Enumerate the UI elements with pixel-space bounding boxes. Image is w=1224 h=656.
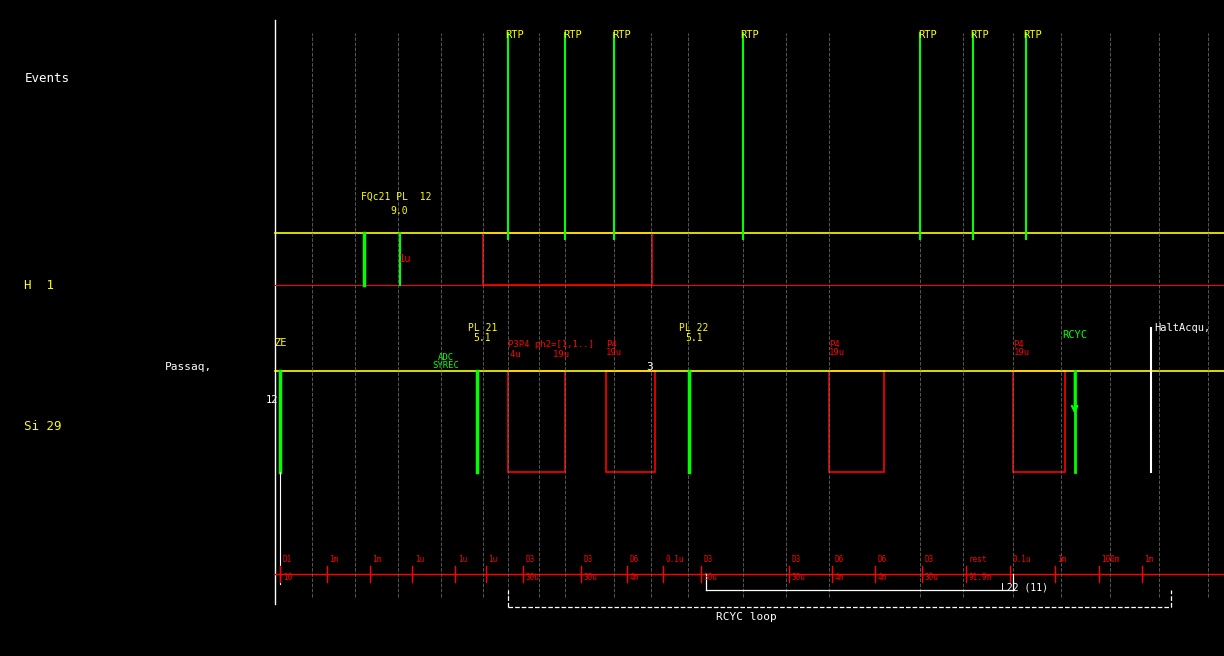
- Text: D1: D1: [283, 555, 293, 564]
- Text: P4: P4: [829, 340, 840, 349]
- Text: 0.1u: 0.1u: [666, 555, 684, 564]
- Text: FQc21 PL  12: FQc21 PL 12: [361, 192, 432, 202]
- Text: RTP: RTP: [506, 30, 524, 39]
- Text: D6: D6: [629, 555, 639, 564]
- Bar: [1013, 371, 1065, 472]
- Text: D3: D3: [924, 555, 934, 564]
- Text: RTP: RTP: [971, 30, 989, 39]
- Text: 19u: 19u: [829, 348, 845, 358]
- Text: 1m: 1m: [329, 555, 339, 564]
- Text: PL 22: PL 22: [679, 323, 709, 333]
- Text: 10: 10: [283, 573, 293, 583]
- Text: 5.1: 5.1: [685, 333, 703, 343]
- Text: Events: Events: [24, 72, 70, 85]
- Text: RCYC: RCYC: [1062, 329, 1087, 340]
- Text: ZE: ZE: [274, 338, 286, 348]
- Text: RTP: RTP: [612, 30, 630, 39]
- Text: D6: D6: [878, 555, 887, 564]
- Text: 30u: 30u: [525, 573, 539, 583]
- Text: Passaq,: Passaq,: [165, 362, 213, 373]
- Text: 9.0: 9.0: [390, 206, 408, 216]
- Text: 3: 3: [646, 362, 654, 373]
- Text: 4m: 4m: [878, 573, 887, 583]
- Text: P3P4 ph2=[1,1..]: P3P4 ph2=[1,1..]: [508, 340, 594, 349]
- Text: ADC: ADC: [438, 353, 454, 362]
- Text: 0.1u: 0.1u: [1012, 555, 1031, 564]
- Text: D3: D3: [704, 555, 714, 564]
- Bar: [508, 371, 565, 472]
- Text: 100m: 100m: [1102, 555, 1120, 564]
- Text: RTP: RTP: [1023, 30, 1042, 39]
- Text: D3: D3: [584, 555, 594, 564]
- Text: 1m: 1m: [1144, 555, 1154, 564]
- Text: 19u: 19u: [1013, 348, 1029, 358]
- Text: 1m: 1m: [372, 555, 382, 564]
- Text: 1m: 1m: [1058, 555, 1067, 564]
- Text: 30u: 30u: [584, 573, 597, 583]
- Text: RTP: RTP: [741, 30, 759, 39]
- Text: RTP: RTP: [918, 30, 936, 39]
- Text: Si 29: Si 29: [24, 420, 62, 433]
- Text: RCYC loop: RCYC loop: [716, 611, 777, 622]
- Text: rest: rest: [968, 555, 987, 564]
- Text: 4u      19u: 4u 19u: [510, 350, 569, 359]
- Text: D3: D3: [525, 555, 535, 564]
- Text: 30u: 30u: [704, 573, 717, 583]
- Bar: [829, 371, 884, 472]
- Text: D6: D6: [835, 555, 845, 564]
- Text: 1u: 1u: [458, 555, 468, 564]
- Text: 1u: 1u: [415, 555, 425, 564]
- Text: P4: P4: [1013, 340, 1024, 349]
- Text: RTP: RTP: [563, 30, 581, 39]
- Text: 12: 12: [266, 395, 278, 405]
- Text: HaltAcqu,: HaltAcqu,: [1154, 323, 1211, 333]
- Text: P4: P4: [606, 340, 617, 349]
- Text: 30u: 30u: [792, 573, 805, 583]
- Text: 19u: 19u: [606, 348, 622, 358]
- Text: PL 21: PL 21: [468, 323, 497, 333]
- Text: 91.9m: 91.9m: [968, 573, 991, 583]
- Text: 4m: 4m: [629, 573, 639, 583]
- Text: 5.1: 5.1: [474, 333, 491, 343]
- Text: 30u: 30u: [924, 573, 938, 583]
- Text: L22 (11): L22 (11): [1001, 582, 1048, 592]
- Text: 4m: 4m: [835, 573, 845, 583]
- Bar: [606, 371, 655, 472]
- Text: 1u: 1u: [488, 555, 498, 564]
- Bar: [483, 233, 652, 285]
- Text: H  1: H 1: [24, 279, 55, 292]
- Text: D3: D3: [792, 555, 802, 564]
- Text: 1u: 1u: [399, 254, 411, 264]
- Text: SYREC: SYREC: [432, 361, 459, 370]
